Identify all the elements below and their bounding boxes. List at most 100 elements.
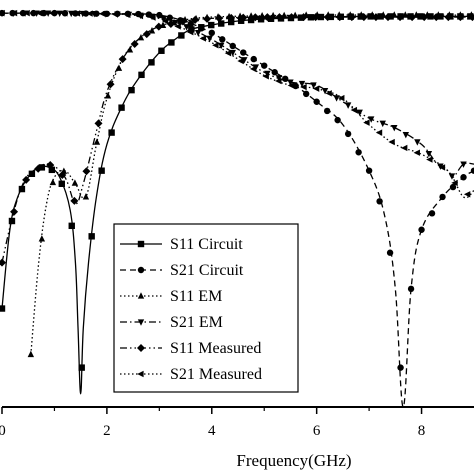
legend-entry: S21 EM	[120, 314, 223, 331]
series-5-point	[251, 13, 260, 22]
series-2-point	[376, 198, 383, 205]
series-1-point	[18, 185, 26, 193]
series-2-point	[470, 167, 474, 174]
series-5-point	[335, 13, 344, 22]
series-3-point	[391, 11, 398, 18]
legend-box	[113, 223, 299, 393]
series-1-point	[218, 20, 225, 27]
series-6-point	[161, 17, 169, 25]
series-2-point	[229, 42, 236, 50]
legend-swatch-marker	[137, 344, 145, 352]
series-5-point	[371, 13, 380, 22]
series-5-point	[154, 22, 163, 31]
series-4-point	[218, 42, 225, 50]
series-6-point	[451, 179, 458, 187]
series-4-point	[368, 116, 375, 123]
legend-entry: S11 Circuit	[120, 236, 243, 253]
series-6-point	[350, 106, 358, 114]
series-6-point	[10, 9, 18, 17]
series-6-point	[287, 82, 295, 89]
series-6-point	[48, 9, 55, 17]
series-5-point	[178, 17, 187, 26]
series-6-point	[237, 57, 244, 65]
series-3-point	[380, 11, 387, 18]
series-5-point	[408, 13, 417, 22]
series-6-point	[463, 191, 471, 198]
series-5-point	[275, 13, 284, 22]
series-markers-6	[0, 9, 471, 198]
series-5-point	[456, 13, 465, 22]
legend-label: S11 EM	[170, 288, 222, 305]
series-6-point	[325, 90, 332, 97]
series-5-point	[142, 30, 151, 39]
series-4-point	[344, 102, 352, 109]
series-1-point	[98, 167, 105, 174]
series-6-point	[124, 11, 131, 19]
series-6-point	[438, 164, 446, 171]
series-2-point	[198, 25, 205, 32]
series-6-point	[212, 42, 219, 49]
series-1-point	[377, 13, 384, 20]
series-3-point	[49, 178, 57, 186]
series-5-point	[432, 13, 441, 22]
series-2-point	[397, 364, 404, 371]
legend-entry: S11 EM	[120, 288, 222, 305]
x-tick-label: 6	[313, 423, 321, 439]
series-2-point	[302, 90, 310, 98]
series-4-point	[414, 139, 421, 146]
series-4-point	[460, 161, 467, 168]
series-5-point	[10, 207, 19, 216]
series-6-point	[275, 77, 282, 85]
series-1-point	[257, 16, 265, 23]
series-6-point	[375, 129, 383, 136]
series-5-point	[323, 13, 332, 22]
series-2-point	[449, 183, 457, 191]
series-line-4	[1, 12, 474, 179]
series-layer	[0, 9, 474, 408]
series-1-point	[178, 32, 185, 39]
legend-label: S21 EM	[170, 314, 223, 331]
series-5-point	[94, 119, 103, 128]
series-6-point	[312, 85, 320, 92]
series-3-point	[27, 350, 35, 358]
series-5-point	[420, 13, 429, 22]
series-2-point	[282, 75, 289, 82]
series-5-point	[347, 13, 356, 22]
series-5-point	[166, 19, 175, 28]
series-1-point	[237, 17, 245, 24]
series-2-point	[334, 116, 341, 124]
series-2-point	[240, 49, 247, 56]
series-6-point	[249, 65, 257, 73]
series-4-point	[298, 80, 306, 88]
series-6-point	[23, 9, 30, 17]
series-2-point	[271, 69, 278, 76]
series-3-point	[82, 193, 90, 200]
series-6-point	[35, 9, 43, 17]
series-1-point	[227, 18, 235, 26]
series-6-point	[199, 35, 206, 42]
series-1-point	[28, 170, 36, 177]
series-4-point	[79, 10, 86, 18]
series-4-point	[333, 95, 340, 102]
legend-label: S21 Circuit	[170, 262, 244, 279]
series-1-point	[58, 180, 65, 188]
series-5-point	[203, 14, 212, 23]
series-6-point	[338, 94, 345, 102]
series-1-point	[38, 164, 46, 171]
x-tick-label: 4	[208, 423, 216, 439]
series-1-point	[417, 13, 424, 20]
series-5-point	[190, 16, 199, 25]
legend-label: S21 Measured	[170, 366, 262, 383]
legend-entry: S21 Measured	[120, 366, 262, 383]
series-1-point	[68, 222, 75, 230]
series-4-point	[379, 120, 386, 128]
series-6-point	[224, 49, 232, 57]
series-2-point	[208, 29, 215, 37]
series-1-point	[307, 14, 315, 21]
series-6-point	[73, 10, 81, 17]
x-tick-label: 0	[0, 423, 6, 439]
series-6-point	[149, 14, 156, 21]
series-2-point	[250, 55, 257, 63]
series-5-point	[396, 13, 405, 22]
series-5-point	[22, 175, 31, 184]
